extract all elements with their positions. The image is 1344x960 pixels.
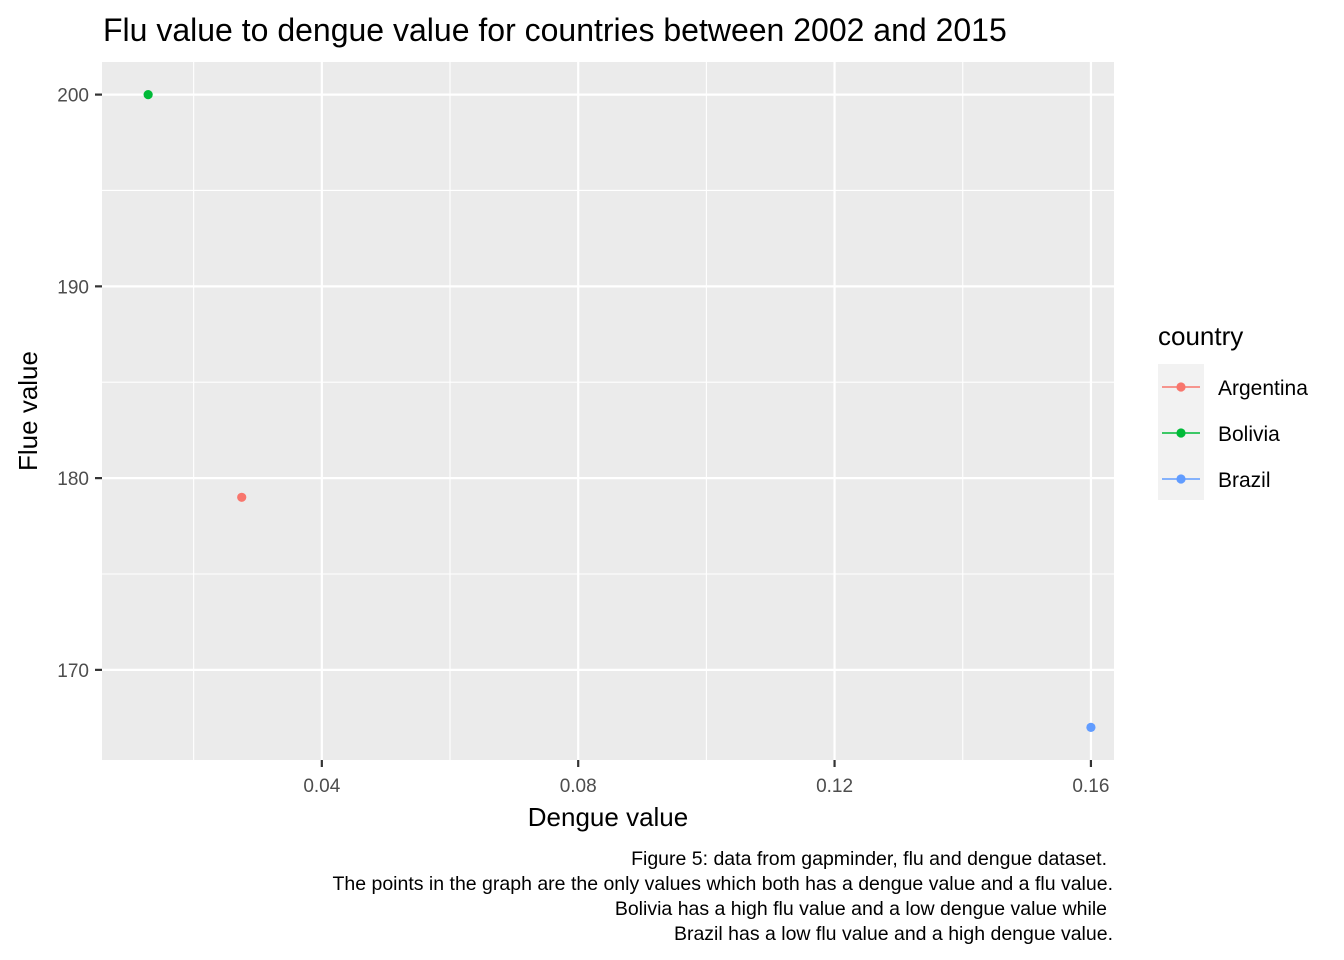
x-tick-label: 0.12 <box>816 776 853 797</box>
caption-line: Bolivia has a high flu value and a low d… <box>615 898 1107 920</box>
data-point-brazil <box>1086 722 1096 733</box>
caption-line: Figure 5: data from gapminder, flu and d… <box>631 848 1107 870</box>
legend-key-point <box>1176 382 1186 392</box>
y-axis-ticks: 170 180 190 200 <box>57 86 102 682</box>
data-point-argentina <box>237 492 247 502</box>
legend-entries: Argentina Bolivia Brazil <box>1162 377 1308 492</box>
x-axis-title: Dengue value <box>528 802 688 832</box>
caption-line: The points in the graph are the only val… <box>332 873 1113 895</box>
y-axis-title: Flue value <box>13 351 43 471</box>
y-tick-label: 190 <box>57 277 89 298</box>
legend-key-point <box>1176 428 1186 438</box>
legend-label: Argentina <box>1218 377 1308 400</box>
data-points <box>143 89 1096 733</box>
legend-label: Bolivia <box>1218 423 1280 446</box>
caption: Figure 5: data from gapminder, flu and d… <box>332 848 1113 945</box>
legend-key-point <box>1176 474 1186 484</box>
plot-panel <box>102 62 1114 760</box>
y-tick-label: 180 <box>57 469 89 490</box>
caption-line: Brazil has a low flu value and a high de… <box>674 923 1113 945</box>
data-point-bolivia <box>143 89 153 100</box>
legend-label: Brazil <box>1218 469 1271 492</box>
legend-title: country <box>1158 321 1243 351</box>
x-tick-label: 0.04 <box>303 776 340 797</box>
legend: country Argentina Bolivia Brazil <box>1158 321 1308 500</box>
y-tick-label: 170 <box>57 661 89 682</box>
y-tick-label: 200 <box>57 86 89 107</box>
chart-title: Flu value to dengue value for countries … <box>103 12 1007 48</box>
minor-gridlines <box>102 62 1114 760</box>
major-gridlines <box>102 62 1114 760</box>
x-tick-label: 0.08 <box>560 776 597 797</box>
x-tick-label: 0.16 <box>1072 776 1109 797</box>
x-axis-ticks: 0.04 0.08 0.12 0.16 <box>303 760 1109 797</box>
